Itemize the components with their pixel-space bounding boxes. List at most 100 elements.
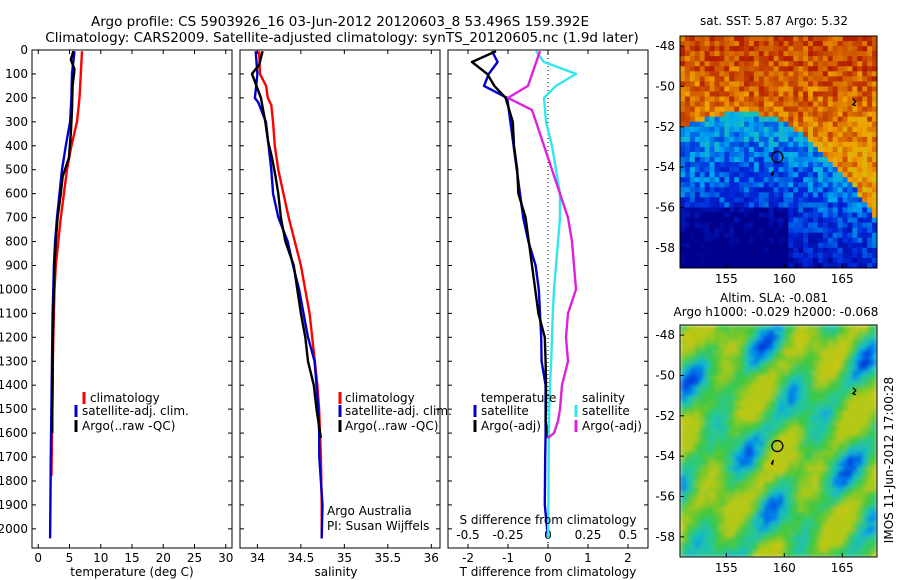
y-tick-label-temperature: 1900 [0,498,28,512]
sla-map-cell [739,446,745,452]
sla-map-cell [704,400,711,407]
sla-map-cell [872,400,877,407]
sst-map-cell [744,257,750,264]
sst-map-cell [832,81,839,88]
sst-map-cell [734,86,740,93]
sst-map-cell [793,86,799,93]
sst-map-cell [788,167,794,173]
sla-map-cell [808,501,814,508]
sst-map-cell [827,237,834,244]
sla-map-cell [734,456,740,462]
sst-map-cell [812,106,819,113]
sst-map-cell [827,177,834,183]
sla-map-cell [714,330,720,336]
sla-map-cell [778,441,785,447]
sla-map-cell [694,456,701,462]
sst-map-cell [778,212,785,219]
sst-map-cell [837,81,844,88]
sst-map-cell [768,222,775,229]
sla-map-cell [862,365,868,371]
sla-map-cell [694,340,701,346]
sla-map-cell [753,335,760,341]
sst-map-cell [852,86,858,93]
sla-map-cell [852,466,858,472]
sla-map-cell [739,385,745,392]
sst-map-cell [758,81,765,88]
sst-map-cell [827,41,834,47]
sla-map-cell [689,481,696,487]
sst-map-cell [817,242,824,249]
sst-map-cell [837,252,844,259]
sla-map-cell [778,405,785,412]
sla-map-cell [803,390,809,397]
sst-map-cell [817,96,824,103]
sla-map-cell [694,375,701,382]
sst-map-cell [739,71,745,77]
sst-map-cell [847,136,853,143]
sst-map-cell [808,101,814,108]
sla-map-cell [837,531,844,538]
sla-map-cell [822,400,829,407]
sst-map-cell [832,162,839,168]
sst-map-cell [680,71,686,77]
sst-map-cell [783,61,789,67]
sst-map-cell [837,172,844,178]
sla-map-cell [847,551,853,557]
sla-map-cell [719,506,725,513]
sst-map-cell [803,126,809,133]
sst-map-cell [753,167,760,173]
sla-map-cell [788,430,794,437]
sst-map-cell [739,106,745,113]
sst-map-cell [812,247,819,254]
sst-map-cell [689,177,696,183]
sla-map-cell [704,531,711,538]
sst-map-cell [719,242,725,249]
sla-map-cell [744,375,750,382]
sst-map-cell [773,91,780,98]
sst-map-cell [773,242,780,249]
y-tick-label-temperature: 1200 [0,330,28,344]
sst-map-cell [867,172,873,178]
sla-map-cell [739,451,745,457]
sst-map-cell [803,81,809,88]
sla-map-cell [812,466,819,472]
sst-map-cell [704,131,711,138]
sst-map-cell [808,157,814,163]
sla-map-cell [689,375,696,382]
sst-map-cell [857,202,863,209]
sla-map-cell [832,551,839,557]
sst-map-cell [783,232,789,239]
sst-map-cell [714,182,720,188]
sst-map-cell [709,126,716,133]
sla-map-cell [680,536,686,543]
sst-x-tick-label: 160 [773,272,796,286]
sst-map-cell [734,172,740,178]
sla-map-cell [803,365,809,371]
sla-map-cell [763,506,770,513]
sla-map-cell [808,461,814,467]
sla-map-cell [778,370,785,377]
sst-map-cell [694,116,701,123]
sla-map-cell [867,380,873,387]
sla-map-cell [842,451,849,457]
sla-map-cell [812,405,819,412]
sst-float-track-mark [770,170,774,177]
sla-map-cell [852,501,858,508]
sla-map-cell [778,325,785,331]
sst-map-cell [734,56,740,62]
sla-map-cell [758,506,765,513]
sla-map-cell [684,486,691,493]
sst-map-cell [832,172,839,178]
sla-map-cell [714,360,720,366]
sla-map-cell [739,420,745,427]
sst-map-cell [778,61,785,67]
sla-map-cell [768,425,775,432]
sst-map-cell [684,227,691,234]
sla-map-cell [808,451,814,457]
sst-map-cell [808,51,814,57]
sla-map-cell [788,395,794,402]
sla-map-cell [689,340,696,346]
sla-map-cell [684,355,691,361]
sst-map-cell [857,61,863,67]
sst-map-cell [744,71,750,77]
